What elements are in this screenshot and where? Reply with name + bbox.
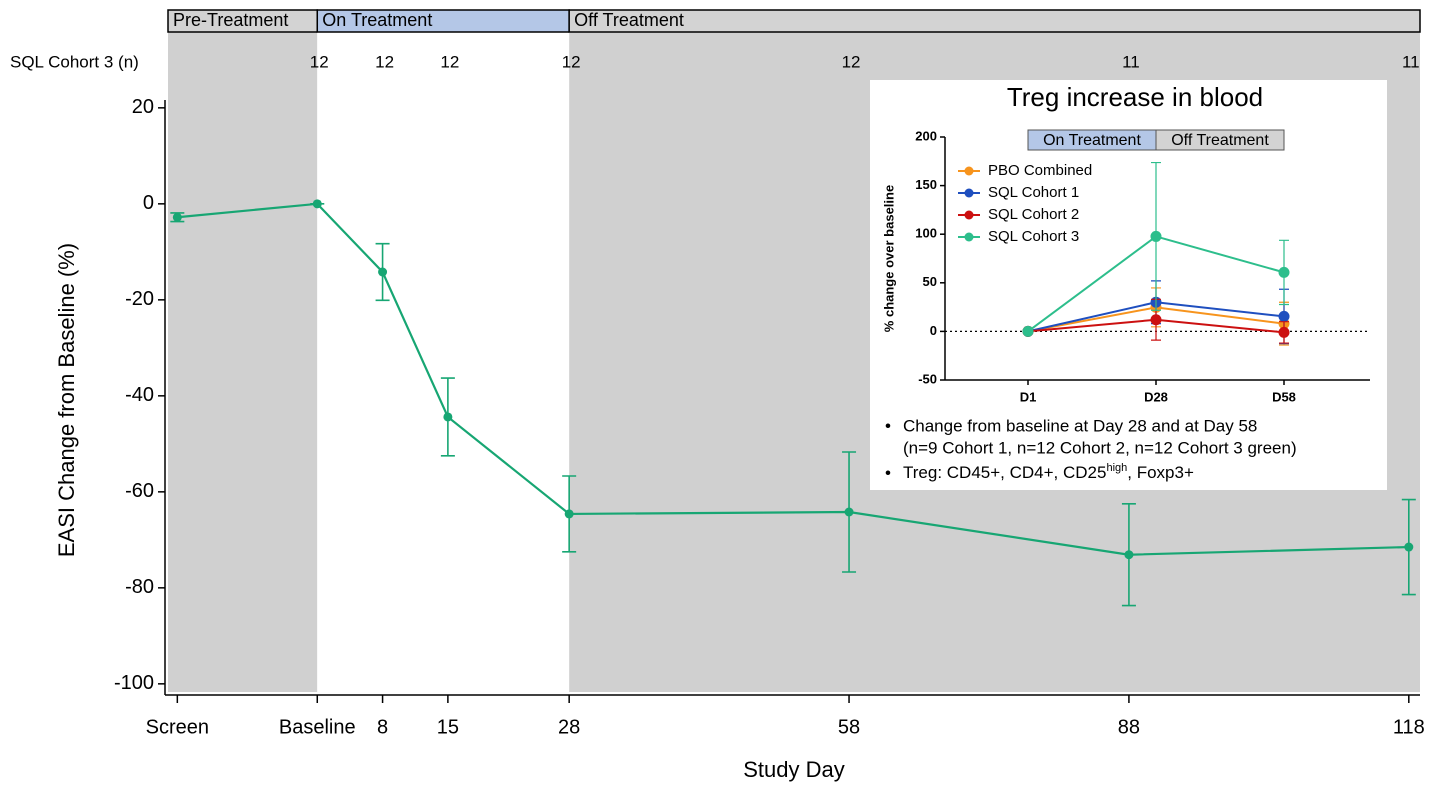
x-tick-label: 8 bbox=[377, 716, 388, 738]
note-sup: high bbox=[1106, 462, 1127, 474]
n-row-label: SQL Cohort 3 (n) bbox=[10, 52, 139, 71]
bullet: • bbox=[885, 416, 891, 435]
legend-label: SQL Cohort 1 bbox=[988, 184, 1079, 201]
y-tick-label: -20 bbox=[125, 288, 154, 310]
bullet: • bbox=[885, 463, 891, 482]
y-tick-label: -80 bbox=[125, 576, 154, 598]
data-point bbox=[312, 199, 322, 209]
y-tick-label: 100 bbox=[915, 226, 937, 241]
phase-label: Pre-Treatment bbox=[173, 10, 288, 30]
n-count: 11 bbox=[1402, 52, 1420, 71]
phase-label: Off Treatment bbox=[574, 10, 684, 30]
phase-header bbox=[1155, 129, 1285, 151]
y-axis-label: EASI Change from Baseline (%) bbox=[54, 243, 79, 557]
y-tick-label: 200 bbox=[915, 128, 937, 143]
note-line: Treg: CD45+, CD4+, CD25high, Foxp3+ bbox=[903, 462, 1194, 483]
x-tick-label: 58 bbox=[838, 716, 860, 738]
inset-chart: Treg increase in blood • Change from bas… bbox=[881, 82, 1370, 483]
y-tick-label: 0 bbox=[930, 323, 937, 338]
note-text: , Foxp3+ bbox=[1127, 463, 1194, 482]
y-tick-label: -40 bbox=[125, 384, 154, 406]
y-axis-label: % change over baseline bbox=[881, 185, 896, 332]
x-tick-label: 88 bbox=[1118, 716, 1140, 738]
data-point bbox=[1278, 310, 1290, 322]
n-count: 12 bbox=[440, 52, 459, 71]
data-point bbox=[378, 267, 388, 277]
y-tick-label: -50 bbox=[918, 371, 937, 386]
data-point bbox=[1150, 230, 1162, 242]
phase-shade bbox=[168, 32, 318, 692]
y-tick-label: 0 bbox=[143, 192, 154, 214]
n-count: 12 bbox=[310, 52, 329, 71]
x-axis-label: Study Day bbox=[743, 757, 845, 782]
data-line bbox=[177, 202, 1409, 556]
legend-label: PBO Combined bbox=[988, 162, 1092, 179]
n-count: 11 bbox=[1122, 52, 1140, 71]
y-tick-label: 50 bbox=[923, 274, 937, 289]
x-tick-label: Baseline bbox=[279, 716, 356, 738]
data-point bbox=[1404, 542, 1414, 552]
phase-label: On Treatment bbox=[1043, 132, 1141, 149]
note-line: Change from baseline at Day 28 and at Da… bbox=[903, 416, 1257, 435]
y-tick-label: -60 bbox=[125, 480, 154, 502]
data-point bbox=[1124, 550, 1134, 560]
y-tick-label: 20 bbox=[132, 96, 154, 118]
x-tick-label: D1 bbox=[1020, 389, 1037, 404]
legend-marker bbox=[964, 232, 974, 242]
data-point bbox=[564, 509, 574, 519]
x-tick-label: D28 bbox=[1144, 389, 1168, 404]
x-tick-label: 28 bbox=[558, 716, 580, 738]
n-count: 12 bbox=[375, 52, 394, 71]
y-tick-label: -100 bbox=[114, 672, 154, 694]
phase-shade bbox=[317, 32, 570, 692]
note-line: (n=9 Cohort 1, n=12 Cohort 2, n=12 Cohor… bbox=[903, 438, 1297, 457]
x-tick-label: Screen bbox=[146, 716, 209, 738]
inset-title: Treg increase in blood bbox=[1007, 82, 1263, 112]
phase-label: On Treatment bbox=[322, 10, 432, 30]
legend-marker bbox=[964, 188, 974, 198]
phase-label: Off Treatment bbox=[1171, 132, 1269, 149]
phase-header bbox=[568, 9, 1421, 33]
legend-label: SQL Cohort 2 bbox=[988, 206, 1079, 223]
data-point bbox=[172, 212, 182, 222]
data-point bbox=[1022, 325, 1034, 337]
n-count: 12 bbox=[842, 52, 861, 71]
data-point bbox=[1278, 326, 1290, 338]
x-tick-label: 118 bbox=[1393, 716, 1425, 738]
x-tick-label: 15 bbox=[437, 716, 459, 738]
y-tick-label: 150 bbox=[915, 177, 937, 192]
x-tick-label: D58 bbox=[1272, 389, 1296, 404]
data-point bbox=[844, 507, 854, 517]
n-count: 12 bbox=[562, 52, 581, 71]
data-point bbox=[443, 412, 453, 422]
legend-label: SQL Cohort 3 bbox=[988, 228, 1079, 245]
legend-marker bbox=[964, 166, 974, 176]
data-point bbox=[1278, 266, 1290, 278]
note-text: Treg: CD45+, CD4+, CD25 bbox=[903, 463, 1106, 482]
data-point bbox=[1150, 314, 1162, 326]
legend-marker bbox=[964, 210, 974, 220]
